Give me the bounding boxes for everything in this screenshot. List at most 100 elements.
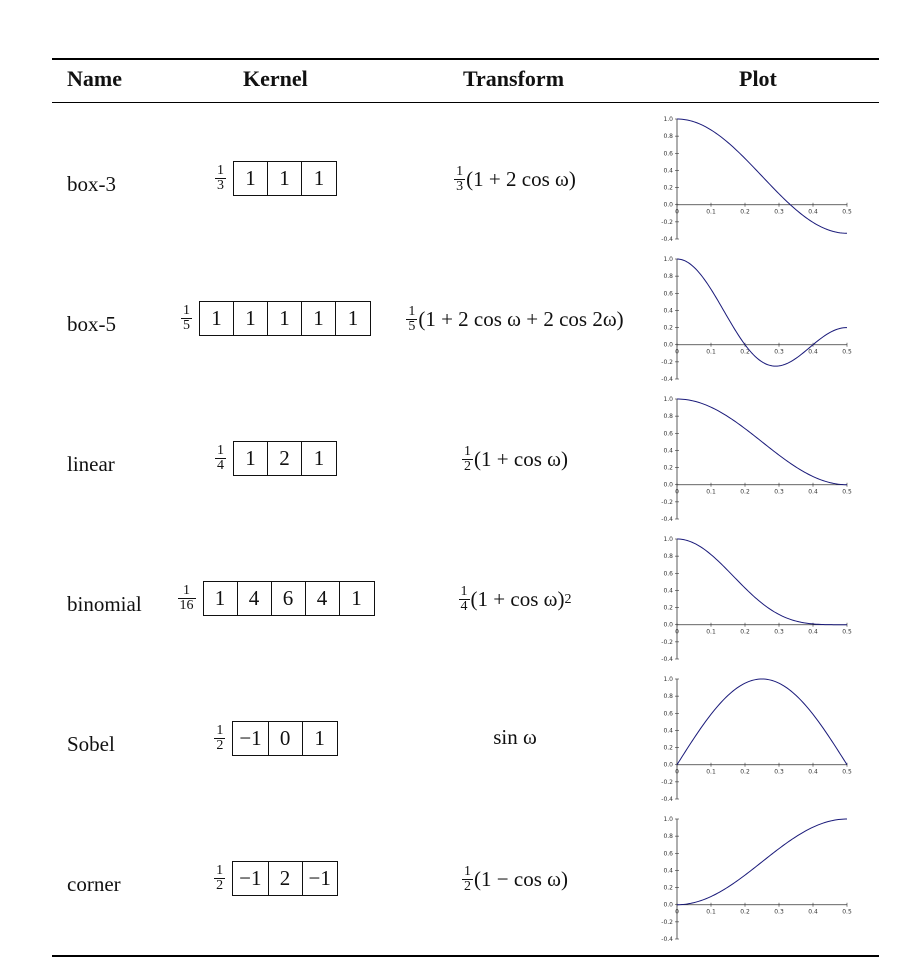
y-tick-label: 0.4 (663, 727, 673, 734)
kernel-cell: −1 (308, 866, 331, 890)
y-tick-label: 0.8 (663, 133, 673, 140)
transform-formula: 1 4 (1 + cos ω) 2 (385, 585, 645, 614)
kernel: 1 16 1 4 6 4 1 (177, 581, 375, 616)
y-tick-label: 1.0 (663, 816, 673, 823)
response-curve (676, 398, 848, 486)
y-tick-label: 0.4 (663, 587, 673, 594)
x-tick-label: 0.3 (774, 489, 784, 496)
x-tick-label: 0.5 (842, 909, 852, 916)
kernel-cell: 1 (314, 726, 325, 750)
table-bottom-rule (52, 955, 879, 957)
y-tick-label: -0.2 (661, 219, 673, 226)
y-tick-label: -0.4 (661, 936, 673, 943)
y-tick-label: 0.8 (663, 413, 673, 420)
transform-numerator: 1 (408, 304, 416, 319)
col-header-plot: Plot (739, 66, 777, 91)
y-tick-label: 0.6 (663, 150, 673, 157)
y-tick-label: 0.6 (663, 430, 673, 437)
y-tick-label: 0.2 (663, 325, 673, 332)
kernel-scale-fraction: 1 16 (177, 583, 196, 613)
table-row: binomial 1 16 1 4 6 4 1 1 4 (1 + cos ω) 2 1.0 0.8 0.6 0… (0, 525, 911, 665)
x-tick-label: 0.5 (842, 349, 852, 356)
transform-numerator: 1 (464, 444, 472, 459)
x-tick-label: 0.3 (774, 769, 784, 776)
x-tick-label: 0.2 (740, 349, 750, 356)
y-tick-label: 0.4 (663, 867, 673, 874)
kernel-cell: 1 (204, 582, 238, 615)
frequency-response-plot: 1.0 0.8 0.6 0.4 0.2 0.0 -0.2 -0.4 0 0.1 0.2 0.3 0.4 0… (661, 816, 852, 943)
kernel-cell: 6 (272, 582, 306, 615)
y-tick-label: 0.6 (663, 850, 673, 857)
filter-name: box-5 (67, 312, 116, 336)
y-tick-label: 0.0 (663, 482, 673, 489)
kernel-scale-denominator: 2 (214, 878, 226, 893)
y-tick-label: 0.8 (663, 833, 673, 840)
kernel-scale-numerator: 1 (183, 583, 190, 598)
transform-expression: (1 + cos ω) (474, 447, 568, 471)
transform-formula: 1 5 (1 + 2 cos ω + 2 cos 2ω) (385, 305, 645, 334)
filter-name: linear (67, 452, 115, 476)
x-tick-label: 0.1 (706, 349, 716, 356)
kernel-cell: 1 (347, 306, 359, 330)
x-tick-label: 0.2 (740, 909, 750, 916)
x-tick-label: 0.4 (808, 769, 818, 776)
transform-formula: sin ω (385, 725, 645, 750)
x-tick-label: 0.4 (808, 209, 818, 216)
kernel-cell: 1 (268, 162, 302, 195)
transform-formula: 1 2 (1 + cos ω) (385, 445, 645, 474)
kernel-cell: −1 (233, 722, 269, 755)
y-tick-label: 0.6 (663, 570, 673, 577)
table-header-rule (52, 102, 879, 103)
x-tick-label: 0.4 (808, 629, 818, 636)
frequency-response-plot: 1.0 0.8 0.6 0.4 0.2 0.0 -0.2 -0.4 0 0.1 0.2 0.3 0.4 0… (661, 256, 852, 383)
transform-formula: 1 2 (1 − cos ω) (385, 865, 645, 894)
y-tick-label: -0.4 (661, 376, 673, 383)
kernel-scale-numerator: 1 (217, 163, 224, 178)
transform-exponent: 2 (564, 591, 572, 607)
y-tick-label: 1.0 (663, 256, 673, 263)
kernel-scale-denominator: 3 (215, 178, 226, 193)
y-tick-label: 1.0 (663, 396, 673, 403)
y-tick-label: -0.4 (661, 796, 673, 803)
response-curve (676, 118, 848, 234)
col-header-name: Name (67, 66, 122, 91)
y-tick-label: 0.8 (663, 553, 673, 560)
y-tick-label: -0.2 (661, 359, 673, 366)
transform-numerator: 1 (460, 584, 468, 599)
x-tick-label: 0 (675, 349, 679, 356)
y-tick-label: 0.0 (663, 342, 673, 349)
x-tick-label: 0.5 (842, 489, 852, 496)
col-header-transform: Transform (463, 66, 565, 91)
y-tick-label: 0.0 (663, 902, 673, 909)
kernel-cell: 4 (238, 582, 272, 615)
filter-name: corner (67, 872, 121, 896)
y-tick-label: 0.0 (663, 202, 673, 209)
x-tick-label: 0 (675, 209, 679, 216)
x-tick-label: 0 (675, 769, 679, 776)
y-tick-label: -0.4 (661, 656, 673, 663)
y-tick-label: 0.8 (663, 693, 673, 700)
x-tick-label: 0.5 (842, 629, 852, 636)
kernel-cell: 1 (268, 302, 302, 335)
kernel-cell: 2 (268, 442, 302, 475)
col-header-kernel: Kernel (243, 66, 308, 91)
transform-denominator: 2 (462, 879, 474, 894)
transform-expression: (1 − cos ω) (474, 867, 568, 891)
transform-expression: sin ω (493, 725, 537, 749)
kernel-scale-denominator: 16 (177, 598, 196, 613)
kernel-cell: 1 (234, 302, 268, 335)
kernel-cells: −1 2 −1 (232, 861, 338, 896)
kernel-cell: 0 (269, 722, 303, 755)
y-tick-label: -0.4 (661, 236, 673, 243)
kernel-cell: −1 (233, 862, 269, 895)
x-tick-label: 0.3 (774, 349, 784, 356)
table-row: box-3 1 3 1 1 1 1 3 (1 + 2 cos ω) 1.0 0.8 0.6 0.4 0.2… (0, 105, 911, 245)
